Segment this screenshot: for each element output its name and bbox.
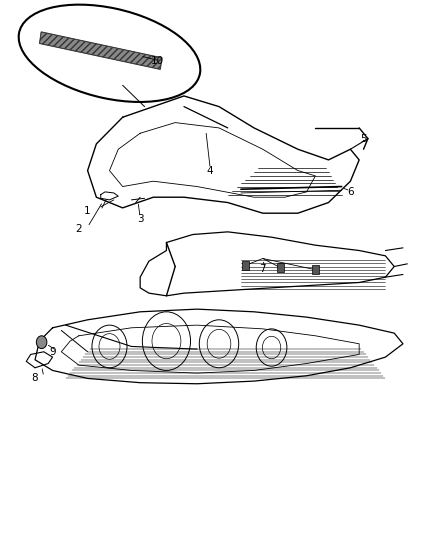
Polygon shape <box>39 32 162 69</box>
Text: 5: 5 <box>360 134 367 143</box>
Text: 10: 10 <box>151 56 164 66</box>
Bar <box>312 265 319 274</box>
Text: 1: 1 <box>84 206 91 215</box>
Text: 7: 7 <box>259 264 266 274</box>
Text: 9: 9 <box>49 347 56 357</box>
Text: 8: 8 <box>32 374 39 383</box>
Bar <box>277 263 284 272</box>
Text: 4: 4 <box>207 166 214 175</box>
Circle shape <box>36 336 47 349</box>
Bar <box>242 261 249 270</box>
Text: 2: 2 <box>75 224 82 234</box>
Text: 3: 3 <box>137 214 144 223</box>
Text: 6: 6 <box>347 187 354 197</box>
